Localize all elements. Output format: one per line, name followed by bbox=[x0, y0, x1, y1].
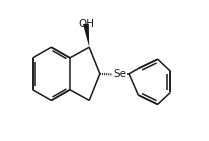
Polygon shape bbox=[83, 24, 89, 47]
Text: Se: Se bbox=[114, 70, 127, 80]
Text: OH: OH bbox=[78, 19, 94, 29]
